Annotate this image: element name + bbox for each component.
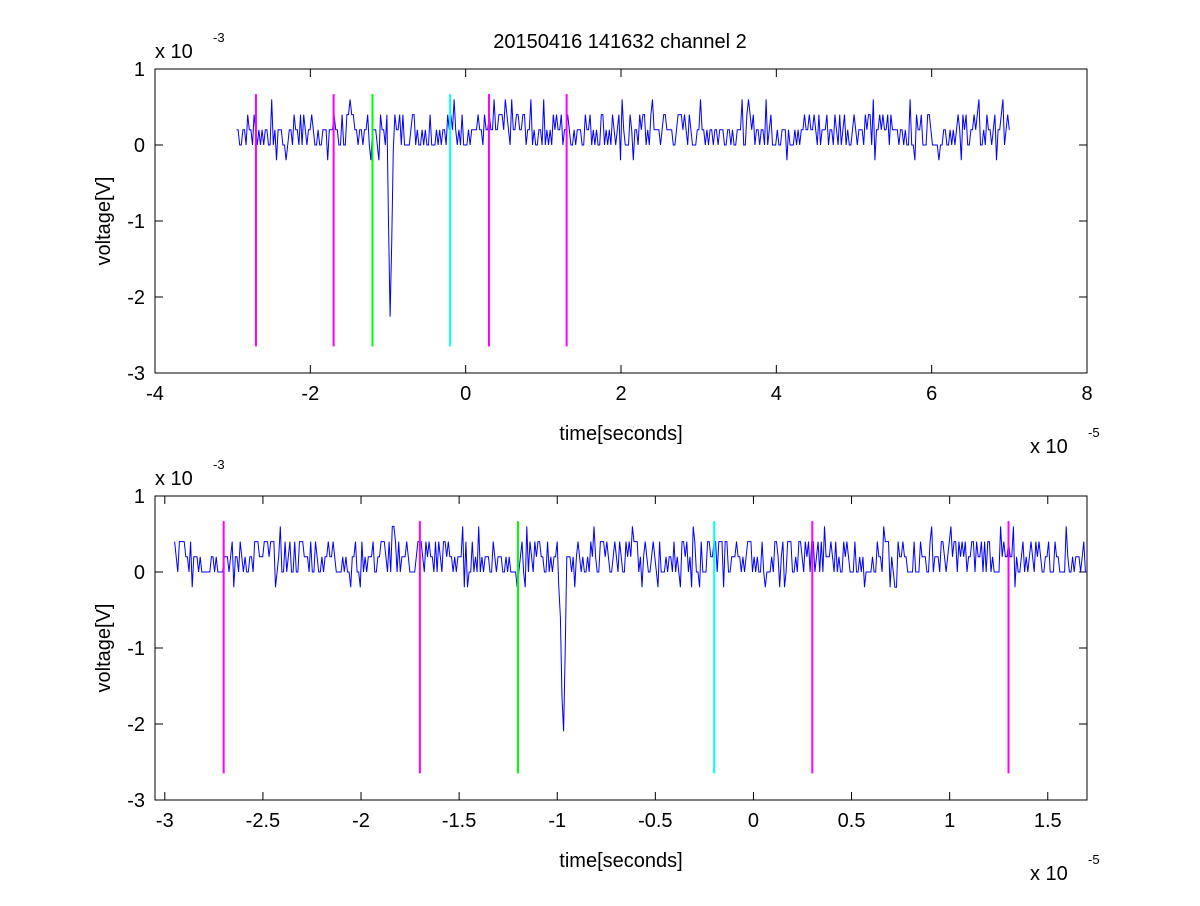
x-tick-label: -0.5 — [638, 810, 672, 832]
axes-box — [154, 68, 1088, 374]
x-tick-label: 0.5 — [838, 810, 866, 832]
x-tick-label: 4 — [771, 383, 782, 405]
y-tick-label: -3 — [127, 790, 145, 812]
x-exponent: -5 — [1088, 425, 1100, 440]
y-exponent-label: x 10 — [155, 41, 193, 63]
y-exponent-label: x 10 — [155, 468, 193, 490]
voltage-trace — [236, 99, 1010, 317]
x-tick-label: 0 — [460, 383, 471, 405]
x-tick-label: -1.5 — [442, 810, 476, 832]
y-tick-label: -1 — [127, 211, 145, 233]
x-tick-label: 1.5 — [1034, 810, 1062, 832]
y-exponent: -3 — [213, 457, 225, 472]
y-axis-label: voltage[V] — [93, 604, 115, 693]
x-exponent: -5 — [1088, 852, 1100, 867]
x-tick-label: 2 — [615, 383, 626, 405]
top-chart: -4 -2 0 2 4 6 8 -3 -2 -1 0 1 time[seconds] voltage[V]… — [93, 30, 1100, 458]
x-exponent-label: x 10 — [1030, 436, 1068, 458]
x-tick-label: -2 — [352, 810, 370, 832]
y-axis-label: voltage[V] — [93, 177, 115, 266]
y-tick-label: 1 — [134, 59, 145, 81]
y-tick-label: -2 — [127, 714, 145, 736]
x-tick-label: 8 — [1081, 383, 1092, 405]
voltage-trace — [174, 525, 1087, 732]
y-tick-label: -1 — [127, 638, 145, 660]
y-tick-label: 1 — [134, 486, 145, 508]
bottom-chart: -3 -2.5 -2 -1.5 -1 -0.5 0 0.5 1 1.5 -3 -2 -1 0 1 time[s… — [93, 457, 1100, 885]
x-tick-label: 6 — [926, 383, 937, 405]
x-axis-label: time[seconds] — [559, 850, 682, 872]
y-tick-label: -3 — [127, 363, 145, 385]
x-tick-label: -2.5 — [246, 810, 280, 832]
x-tick-label: -3 — [156, 810, 174, 832]
y-tick-label: 0 — [134, 562, 145, 584]
figure-title: 20150416 141632 channel 2 — [493, 31, 747, 53]
x-tick-label: 1 — [944, 810, 955, 832]
x-exponent-label: x 10 — [1030, 863, 1068, 885]
x-tick-label: 0 — [748, 810, 759, 832]
x-axis-label: time[seconds] — [559, 423, 682, 445]
y-tick-label: 0 — [134, 135, 145, 157]
x-tick-label: -4 — [146, 383, 164, 405]
x-tick-label: -1 — [548, 810, 566, 832]
y-tick-label: -2 — [127, 287, 145, 309]
x-tick-label: -2 — [301, 383, 319, 405]
y-exponent: -3 — [213, 30, 225, 45]
